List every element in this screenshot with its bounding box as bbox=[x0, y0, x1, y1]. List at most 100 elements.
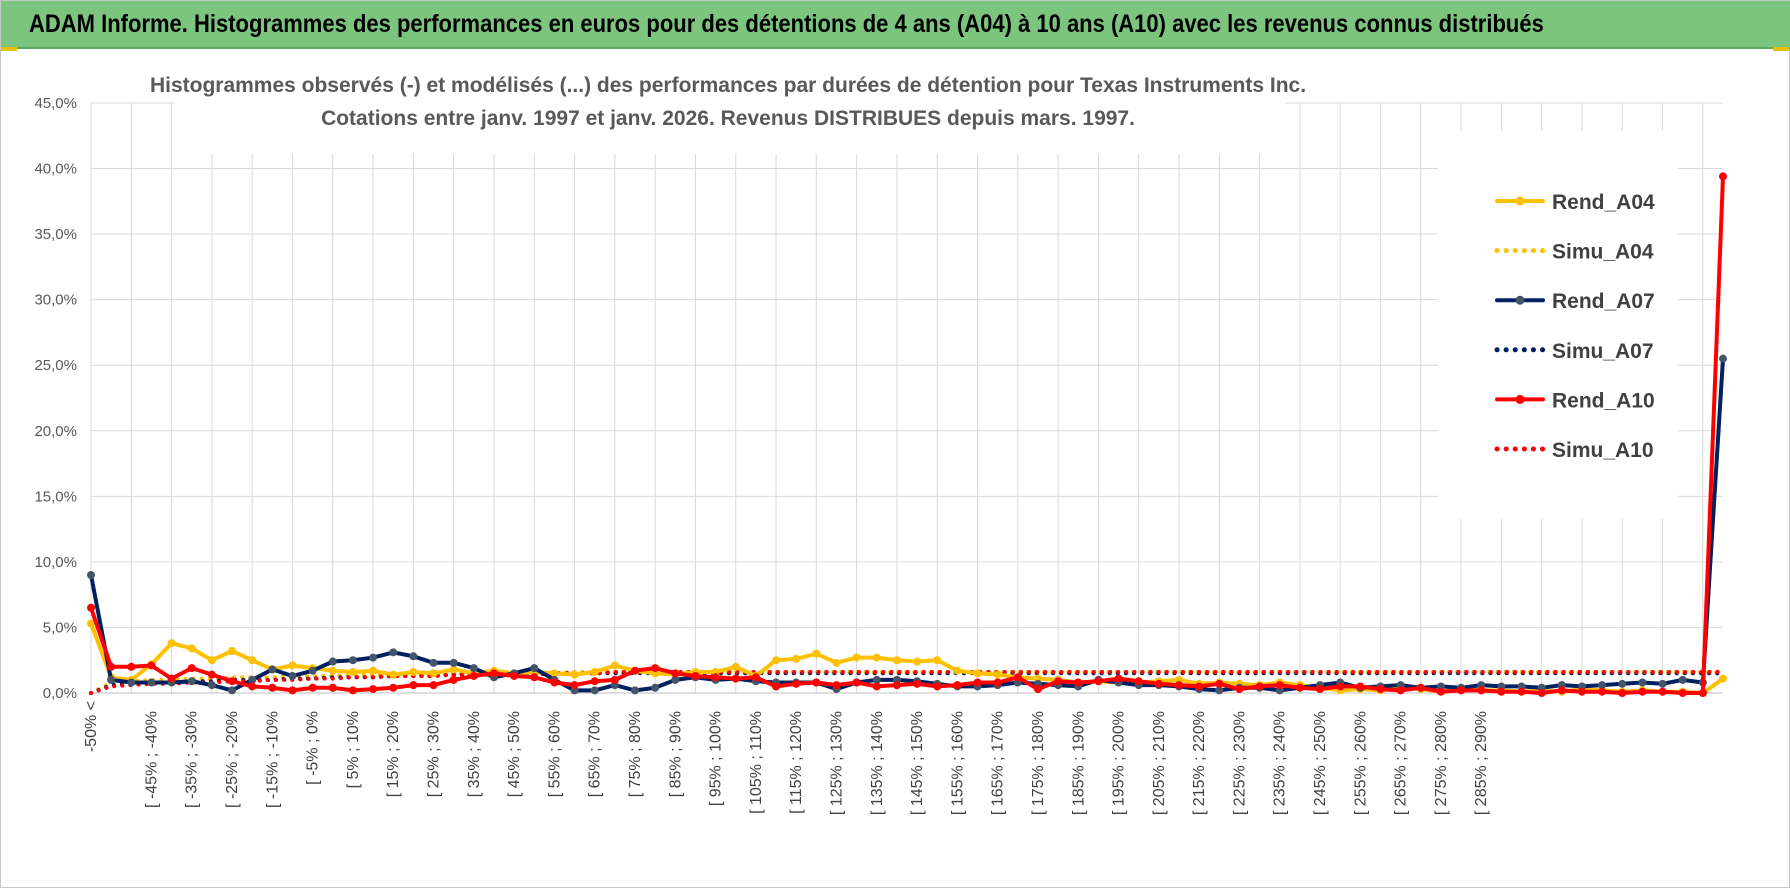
point-Rend_A04 bbox=[570, 670, 579, 679]
point-Rend_A10 bbox=[1154, 679, 1163, 688]
x-tick-label: [ 135% ; 140% bbox=[869, 711, 886, 815]
point-Rend_A10 bbox=[1638, 687, 1647, 696]
x-tick-label: [ 105% ; 110% bbox=[748, 711, 765, 814]
point-Rend_A10 bbox=[1215, 679, 1224, 688]
point-Rend_A10 bbox=[1658, 687, 1667, 696]
point-Rend_A10 bbox=[1457, 686, 1466, 695]
point-Rend_A10 bbox=[892, 681, 901, 690]
point-Rend_A10 bbox=[1013, 673, 1022, 682]
chart-title-line1: Histogrammes observés (-) et modélisés (… bbox=[150, 74, 1306, 97]
point-Rend_A10 bbox=[1537, 689, 1546, 697]
point-Rend_A07 bbox=[651, 683, 660, 692]
x-tick-label: [ 255% ; 260% bbox=[1352, 711, 1369, 815]
legend-label: Rend_A04 bbox=[1552, 191, 1655, 214]
point-Rend_A07 bbox=[187, 677, 196, 686]
x-tick-label: [ 115% ; 120% bbox=[788, 711, 805, 814]
point-Rend_A04 bbox=[429, 669, 438, 678]
page-title: ADAM Informe. Histogrammes des performan… bbox=[29, 10, 1544, 38]
point-Rend_A10 bbox=[1255, 682, 1264, 691]
point-Rend_A10 bbox=[107, 662, 116, 671]
point-Rend_A04 bbox=[610, 661, 619, 670]
point-Rend_A10 bbox=[731, 674, 740, 683]
x-tick-label: [ 185% ; 190% bbox=[1070, 711, 1087, 815]
point-Rend_A10 bbox=[288, 686, 297, 695]
point-Rend_A10 bbox=[147, 661, 156, 670]
point-Rend_A07 bbox=[429, 658, 438, 667]
point-Rend_A04 bbox=[812, 649, 821, 658]
point-Rend_A07 bbox=[348, 656, 357, 665]
x-tick-label: [ 125% ; 130% bbox=[828, 711, 845, 815]
corner-mark-right bbox=[1773, 47, 1789, 51]
y-tick-label: 30,0% bbox=[34, 292, 77, 309]
point-Rend_A10 bbox=[187, 664, 196, 673]
legend-label: Simu_A07 bbox=[1552, 340, 1654, 363]
y-tick-label: 20,0% bbox=[34, 423, 77, 440]
x-axis-ticks: -50% < [ -45% ; -40% [ -35% ; -30% [ -25% ;… bbox=[83, 701, 1490, 815]
point-Rend_A10 bbox=[1336, 682, 1345, 691]
point-Rend_A10 bbox=[328, 683, 337, 692]
point-Rend_A04 bbox=[792, 654, 801, 663]
point-Rend_A07 bbox=[1598, 681, 1607, 690]
point-Rend_A10 bbox=[308, 683, 317, 692]
point-Rend_A10 bbox=[1295, 683, 1304, 692]
point-Rend_A10 bbox=[711, 673, 720, 682]
chart: 0,0% 5,0% 10,0% 15,0% 20,0% 25,0% 30,0% 35,0% 40… bbox=[34, 66, 1727, 815]
point-Rend_A04 bbox=[993, 670, 1002, 679]
point-Rend_A07 bbox=[328, 657, 337, 666]
y-tick-label: 10,0% bbox=[34, 554, 77, 571]
point-Rend_A07 bbox=[1215, 686, 1224, 695]
legend: Rend_A04 Simu_A04 Rend_A07 Simu_A07 Rend_A10… bbox=[1438, 131, 1678, 519]
point-Rend_A04 bbox=[288, 661, 297, 670]
x-tick-label: [ 205% ; 210% bbox=[1151, 711, 1168, 815]
point-Rend_A04 bbox=[369, 666, 378, 675]
point-Rend_A10 bbox=[1195, 682, 1204, 691]
point-Rend_A10 bbox=[933, 682, 942, 691]
point-Rend_A10 bbox=[1054, 677, 1063, 686]
point-Rend_A07 bbox=[449, 658, 458, 667]
point-Rend_A10 bbox=[1577, 687, 1586, 696]
x-tick-label: [ 55% ; 60% bbox=[546, 711, 563, 797]
point-Rend_A10 bbox=[832, 681, 841, 690]
x-tick-label: [ 245% ; 250% bbox=[1312, 711, 1329, 815]
point-Rend_A07 bbox=[87, 571, 95, 579]
point-Rend_A10 bbox=[993, 678, 1002, 687]
point-Rend_A10 bbox=[1396, 686, 1405, 695]
point-Rend_A10 bbox=[792, 679, 801, 688]
point-Rend_A10 bbox=[1719, 172, 1727, 181]
x-tick-label: [ -25% ; -20% bbox=[224, 711, 241, 808]
point-Rend_A04 bbox=[913, 657, 922, 666]
point-Rend_A10 bbox=[913, 679, 922, 688]
legend-marker bbox=[1515, 394, 1525, 404]
point-Rend_A04 bbox=[449, 665, 458, 674]
point-Rend_A10 bbox=[1074, 678, 1083, 687]
point-Rend_A07 bbox=[530, 664, 539, 673]
point-Rend_A07 bbox=[631, 686, 639, 695]
point-Rend_A10 bbox=[167, 674, 176, 683]
point-Rend_A04 bbox=[328, 666, 337, 675]
legend-label: Simu_A10 bbox=[1552, 439, 1654, 462]
point-Rend_A10 bbox=[348, 686, 357, 695]
point-Rend_A04 bbox=[389, 670, 398, 679]
y-tick-label: 15,0% bbox=[34, 488, 77, 505]
point-Rend_A10 bbox=[631, 666, 639, 675]
point-Rend_A10 bbox=[973, 678, 982, 687]
point-Rend_A10 bbox=[751, 673, 760, 682]
point-Rend_A04 bbox=[1719, 674, 1727, 683]
point-Rend_A04 bbox=[248, 656, 257, 665]
point-Rend_A10 bbox=[872, 682, 881, 691]
x-tick-label: [ -35% ; -30% bbox=[184, 711, 201, 808]
x-tick-label: [ 165% ; 170% bbox=[990, 711, 1007, 815]
x-tick-label: [ -5% ; 0% bbox=[305, 711, 322, 785]
y-tick-label: 5,0% bbox=[43, 619, 77, 636]
x-tick-label: [ 215% ; 220% bbox=[1191, 711, 1208, 815]
point-Rend_A07 bbox=[207, 681, 216, 690]
point-Rend_A10 bbox=[1094, 677, 1103, 686]
point-Rend_A10 bbox=[530, 673, 539, 682]
point-Rend_A07 bbox=[590, 686, 599, 695]
point-Rend_A04 bbox=[852, 653, 861, 662]
point-Rend_A04 bbox=[973, 669, 982, 678]
point-Rend_A10 bbox=[1477, 686, 1486, 695]
point-Rend_A07 bbox=[107, 675, 116, 684]
x-tick-label: [ -45% ; -40% bbox=[143, 711, 160, 808]
point-Rend_A10 bbox=[268, 683, 277, 692]
